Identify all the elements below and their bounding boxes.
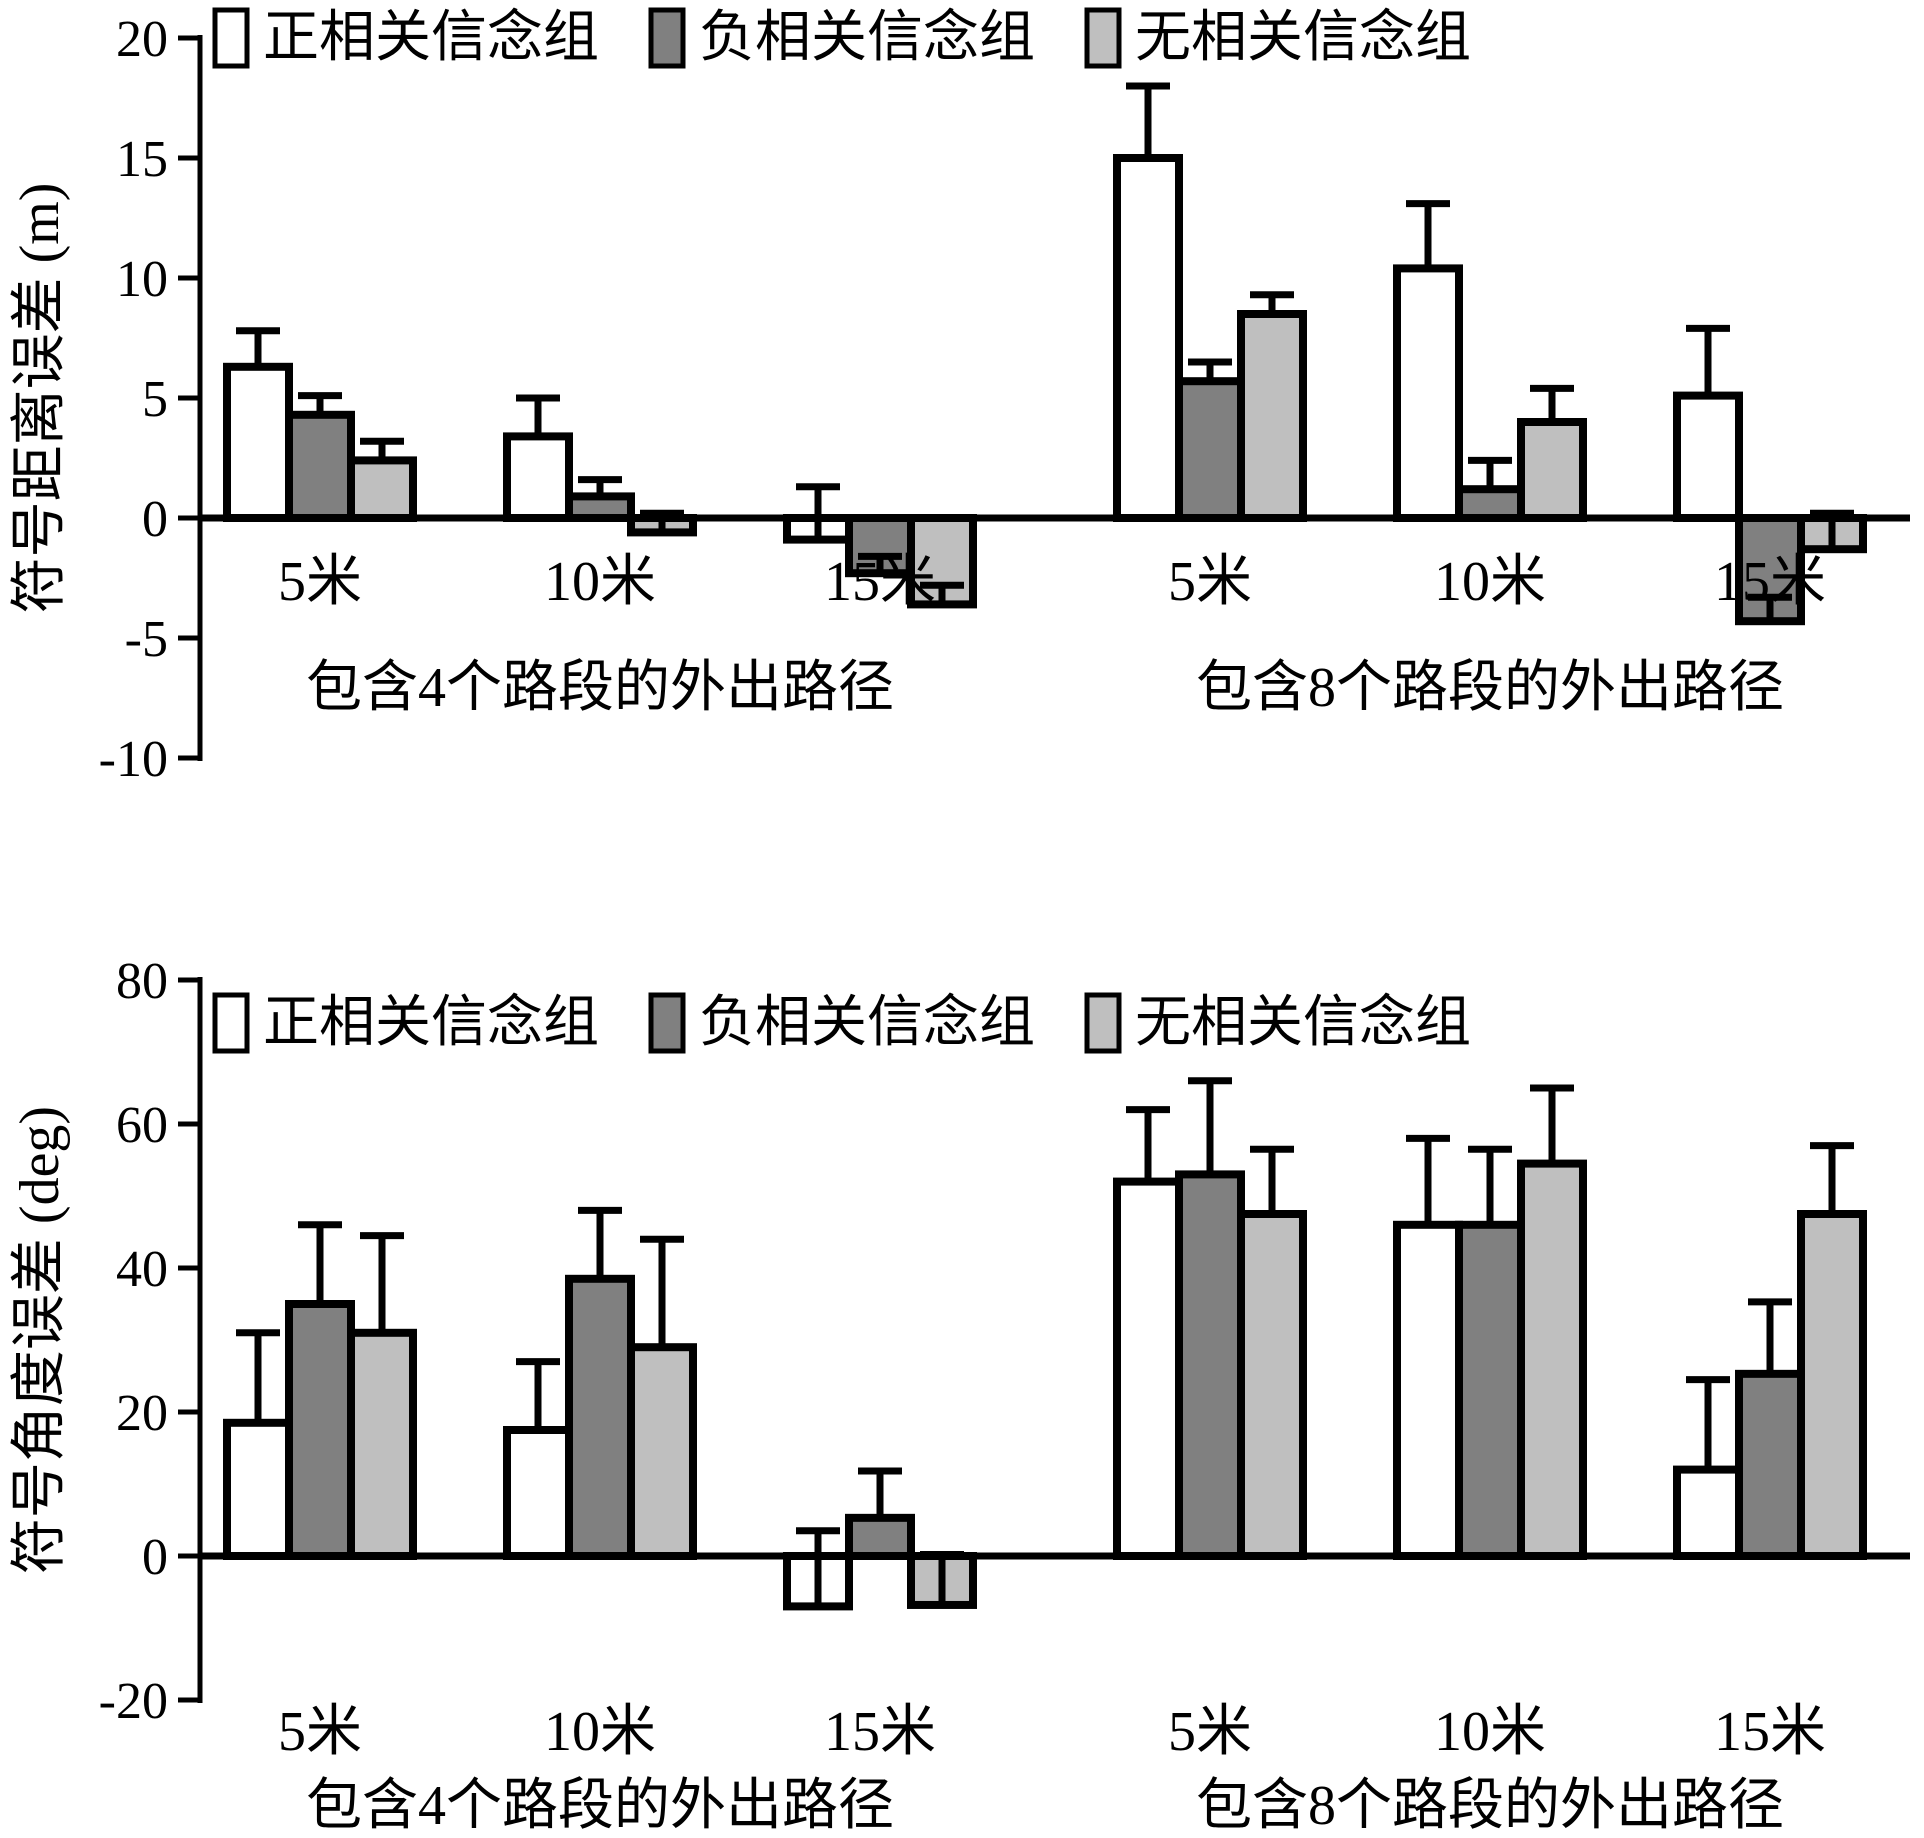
x-tick-label: 5米 — [278, 551, 362, 613]
y-tick-label: 0 — [142, 1529, 168, 1586]
signed-distance-error-chart: 20 15 10 5 0 -5 -10 符号距离误差 (m) 5米 10米 15米 5米 10米 15米包… — [0, 0, 1924, 900]
bar — [347, 456, 417, 522]
bar — [223, 1418, 293, 1560]
bar — [565, 1274, 635, 1560]
signed-angle-error-chart: 80 60 40 20 0 -20 符号角度误差 (deg) 5米 10米 15米 5米 10米 15米… — [0, 900, 1924, 1838]
bar — [1113, 1177, 1183, 1560]
bar — [1455, 1220, 1525, 1560]
y-tick-label: 20 — [116, 11, 168, 68]
x-tick-label: 10米 — [1434, 551, 1546, 613]
bar — [1735, 1369, 1805, 1560]
legend-swatch — [212, 7, 250, 69]
bar — [1237, 1210, 1307, 1560]
x-tick-label: 15米 — [824, 1701, 936, 1763]
x-tick-label: 5米 — [1168, 1701, 1252, 1763]
signed-angle-error-panel: 80 60 40 20 0 -20 符号角度误差 (deg) 5米 10米 15米 5米 10米 15米… — [0, 900, 1924, 1838]
y-tick-label: 5 — [142, 371, 168, 428]
bar — [1393, 264, 1463, 522]
group-label: 包含4个路段的外出路径 — [306, 657, 894, 719]
legend-swatch — [212, 992, 250, 1054]
bar — [1517, 1159, 1587, 1560]
y-tick-label: -10 — [99, 731, 168, 788]
x-tick-label: 5米 — [1168, 551, 1252, 613]
y-tick-label: 10 — [116, 251, 168, 308]
bar — [503, 1426, 573, 1560]
y-tick-label: 40 — [116, 1241, 168, 1298]
x-tick-label: 15米 — [1714, 1701, 1826, 1763]
y-tick-label: -20 — [99, 1673, 168, 1730]
bar — [1393, 1220, 1463, 1560]
bar — [1113, 154, 1183, 522]
bar — [1175, 1170, 1245, 1560]
bar — [1175, 377, 1245, 523]
bar — [627, 1343, 697, 1561]
y-axis-title: 符号角度误差 (deg) — [9, 1106, 71, 1574]
y-tick-label: -5 — [125, 611, 168, 668]
legend-label: 无相关信念组 — [1135, 7, 1471, 69]
bar — [285, 410, 355, 522]
bar — [565, 492, 635, 522]
y-tick-label: 60 — [116, 1097, 168, 1154]
bar — [223, 362, 293, 522]
bar — [1673, 1465, 1743, 1560]
group-label: 包含8个路段的外出路径 — [1196, 657, 1784, 719]
bar — [1517, 418, 1587, 522]
y-tick-label: 80 — [116, 953, 168, 1010]
legend-swatch — [648, 992, 686, 1054]
bar — [1673, 391, 1743, 523]
x-tick-label: 15米 — [1714, 551, 1826, 613]
legend-label: 无相关信念组 — [1135, 992, 1471, 1054]
y-tick-label: 20 — [116, 1385, 168, 1442]
x-tick-label: 10米 — [544, 551, 656, 613]
bar — [503, 432, 573, 522]
group-label: 包含4个路段的外出路径 — [306, 1775, 894, 1837]
x-tick-label: 10米 — [1434, 1701, 1546, 1763]
y-axis-title: 符号距离误差 (m) — [9, 183, 71, 614]
legend-label: 负相关信念组 — [699, 992, 1035, 1054]
legend-label: 正相关信念组 — [263, 7, 599, 69]
x-tick-label: 10米 — [544, 1701, 656, 1763]
y-tick-label: 0 — [142, 491, 168, 548]
legend-swatch — [648, 7, 686, 69]
legend-label: 正相关信念组 — [263, 992, 599, 1054]
x-tick-label: 15米 — [824, 551, 936, 613]
bar — [1237, 310, 1307, 522]
legend-swatch — [1084, 992, 1122, 1054]
bar — [845, 1513, 915, 1561]
group-label: 包含8个路段的外出路径 — [1196, 1775, 1784, 1837]
x-tick-label: 5米 — [278, 1701, 362, 1763]
legend-swatch — [1084, 7, 1122, 69]
y-tick-label: 15 — [116, 131, 168, 188]
bar — [347, 1328, 417, 1560]
bar — [285, 1300, 355, 1560]
legend-label: 负相关信念组 — [699, 7, 1035, 69]
signed-distance-error-panel: 20 15 10 5 0 -5 -10 符号距离误差 (m) 5米 10米 15米 5米 10米 15米包… — [0, 0, 1924, 900]
bar — [1455, 485, 1525, 523]
bar — [1797, 1210, 1867, 1560]
